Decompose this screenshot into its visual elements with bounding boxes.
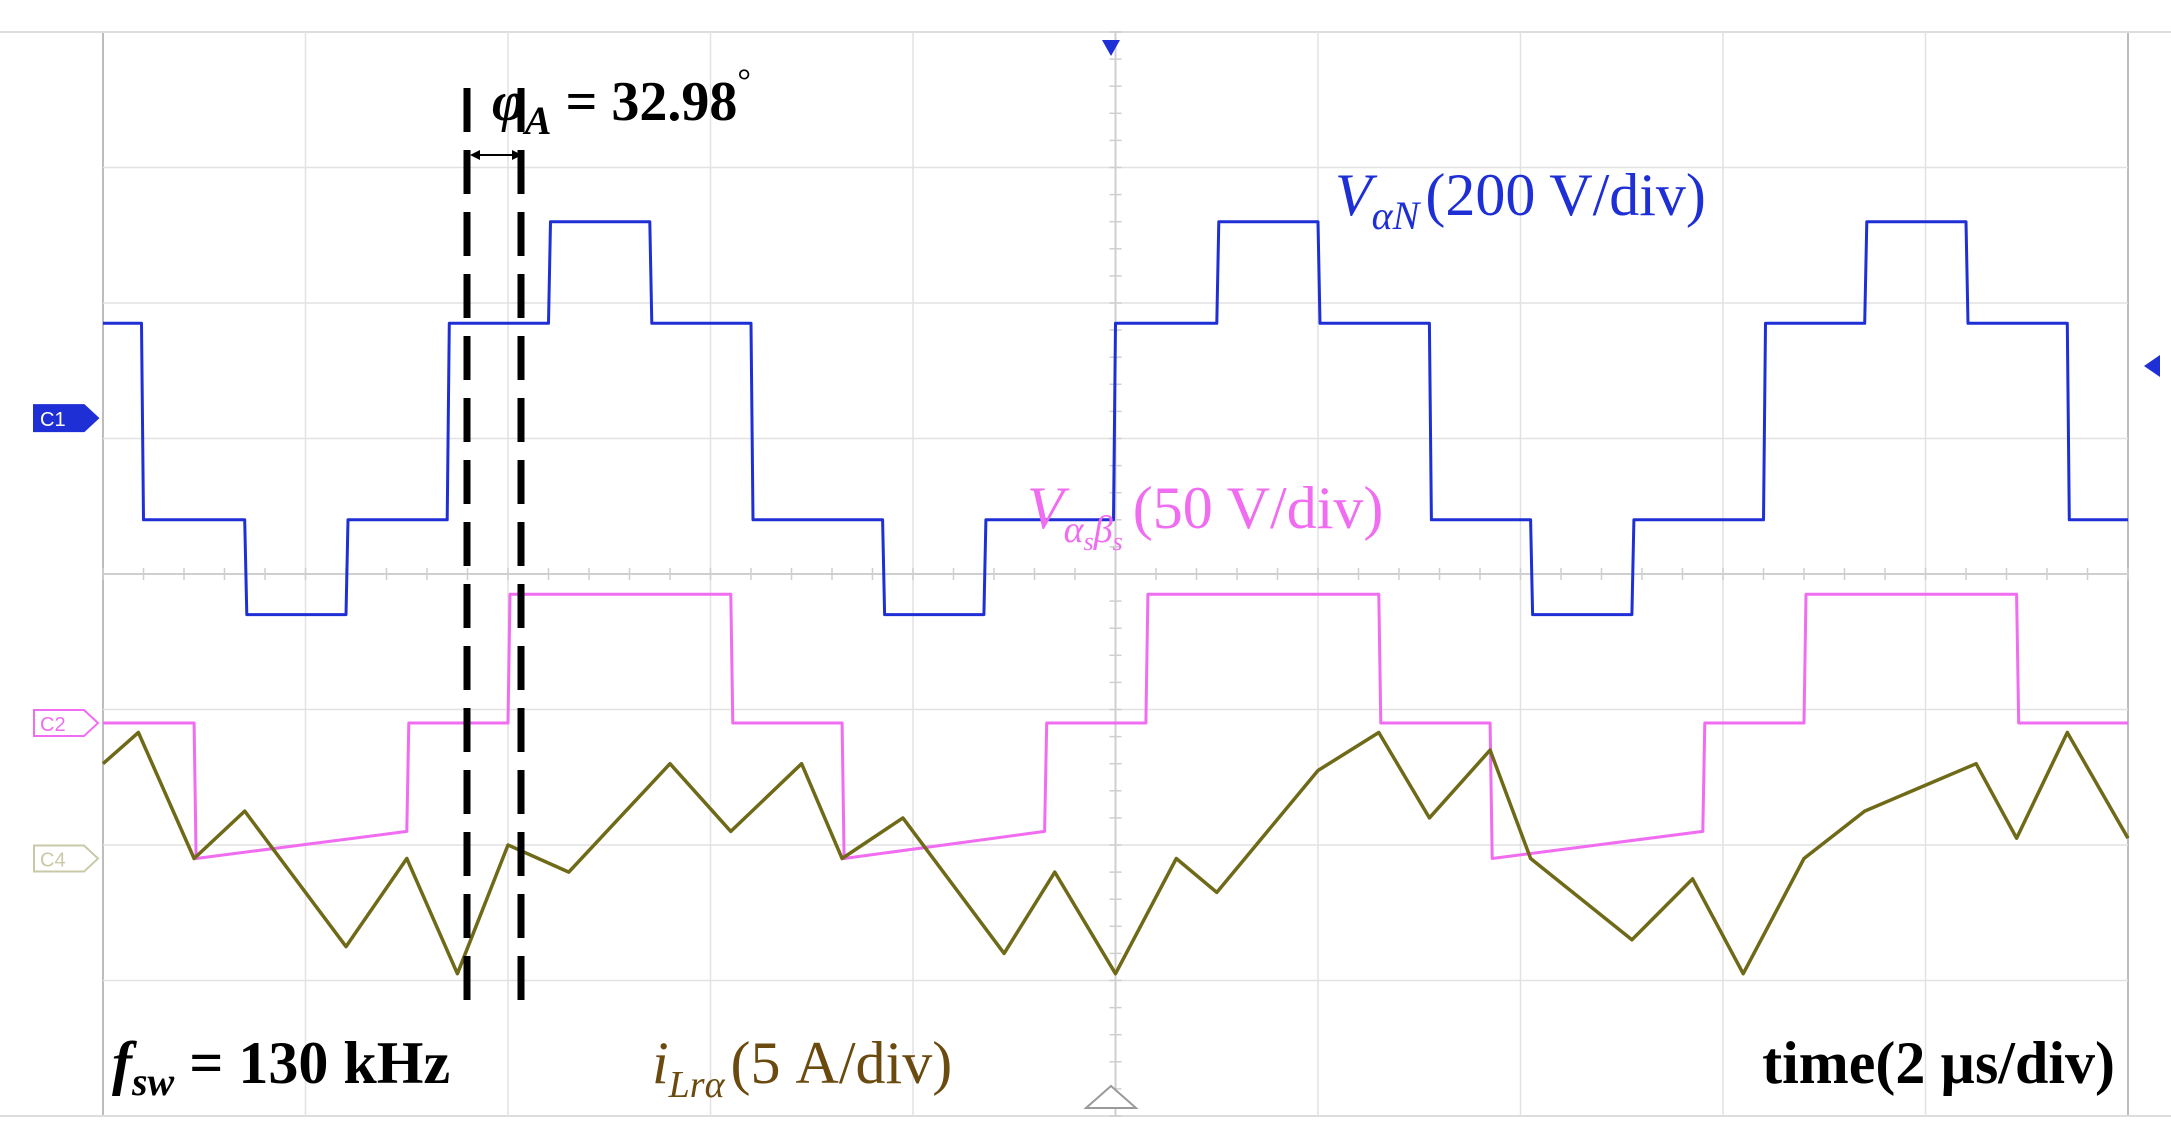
c1-right-marker (2144, 355, 2160, 377)
phase-subscript: A (522, 98, 552, 143)
channel-marker-shape (33, 404, 100, 433)
series-c2-line (103, 592, 2128, 860)
legend-ilr-scale: (5 A/div) (731, 1030, 953, 1096)
legend-vab: Vαsβs (50 V/div) (1027, 475, 1383, 556)
channel-markers: C1 C2 C4 (33, 404, 100, 873)
fsw-subscript: sw (131, 1059, 175, 1104)
grid (0, 31, 2171, 1117)
channel-marker-c1: C1 (33, 404, 100, 433)
legend-ilr-symbol: i (652, 1030, 669, 1096)
series-c1-line (103, 220, 2128, 617)
legend-vab-sub1-sub: s (1084, 527, 1094, 556)
channel-marker-shape (33, 844, 100, 873)
channel-marker-shape (33, 709, 100, 738)
legend-vab-symbol: V (1027, 475, 1070, 541)
phase-symbol: φ (492, 71, 525, 133)
channel-marker-c2: C2 (33, 709, 100, 738)
legend-van-symbol: V (1335, 162, 1378, 228)
legend-vab-sub2: β (1093, 509, 1113, 551)
x-axis-label: time(2 µs/div) (1762, 1030, 2115, 1096)
channel-marker-label: C4 (40, 850, 66, 872)
legend-van-subscript: αN (1372, 193, 1422, 238)
phase-arrow (470, 150, 522, 160)
legend-ilr-subscript: Lrα (668, 1064, 726, 1106)
trigger-marker-top (1102, 40, 1120, 56)
legend-van: VαN (200 V/div) (1335, 162, 1706, 238)
channel-marker-c4: C4 (33, 844, 100, 873)
legend-van-scale: (200 V/div) (1425, 162, 1706, 228)
channel-marker-label: C1 (40, 409, 66, 431)
legend-vab-scale: (50 V/div) (1133, 475, 1384, 541)
legend-ilr: iLrα (5 A/div) (652, 1030, 952, 1106)
fsw-value: = 130 kHz (174, 1030, 450, 1096)
trigger-marker-bottom (1083, 1084, 1139, 1109)
traces (101, 220, 2130, 976)
phase-degree: ° (737, 63, 751, 100)
legend-vab-sub1: α (1064, 509, 1085, 551)
series-c4-line (101, 730, 2130, 976)
phase-annotation: φA = 32.98° (492, 63, 751, 143)
channel-marker-label: C2 (40, 714, 66, 736)
switching-frequency-label: fsw = 130 kHz (112, 1030, 450, 1104)
phase-marker-lines (463, 88, 525, 1005)
legend-vab-sub2-sub: s (1113, 527, 1123, 556)
phase-value: = 32.98 (551, 71, 737, 133)
